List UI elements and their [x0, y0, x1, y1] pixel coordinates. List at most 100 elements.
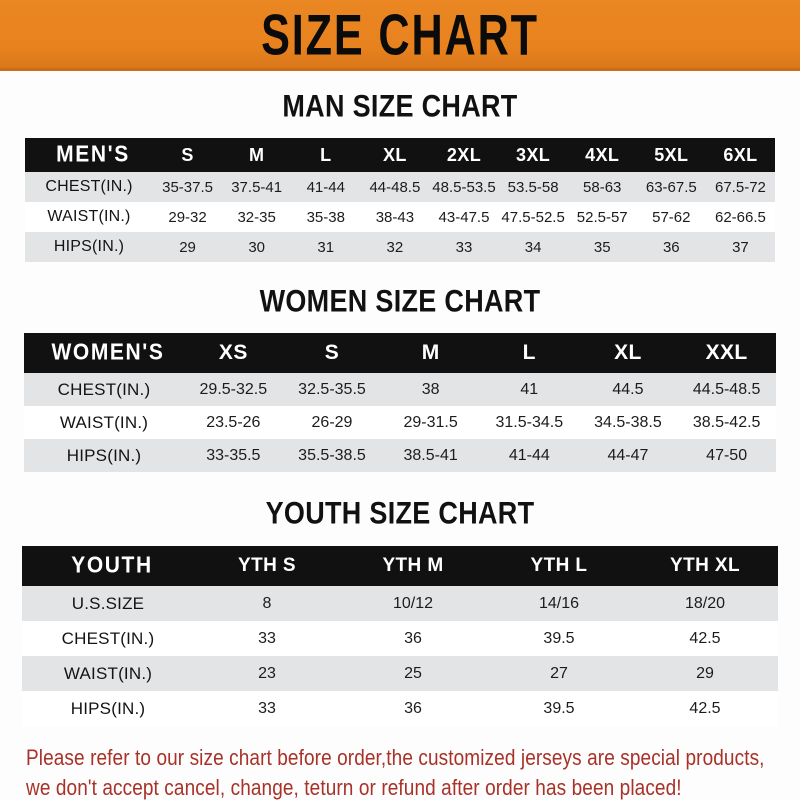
table-cell: 33: [258, 699, 276, 717]
page-title: SIZE CHART: [261, 1, 539, 67]
table-cell: 52.5-57: [576, 208, 628, 226]
table-cell: 38.5-42.5: [692, 413, 761, 431]
table-cell: 32: [386, 238, 404, 256]
table-cell: 47-50: [706, 446, 748, 464]
youth-size-col-2: YTH L: [530, 555, 588, 576]
men-size-table: MEN'S S M L XL 2XL 3XL 4XL 5XL 6XL CHEST…: [25, 138, 775, 262]
table-cell: 33: [455, 238, 473, 256]
youth-row-label-chest: CHEST(IN.): [61, 628, 155, 648]
youth-header-label: YOUTH: [22, 546, 194, 586]
table-cell: 44-48.5: [369, 178, 421, 196]
man-section-title: MAN SIZE CHART: [282, 88, 518, 124]
table-cell: 63-67.5: [645, 178, 697, 196]
table-cell: 44.5-48.5: [692, 380, 761, 398]
table-cell: 58-63: [583, 178, 622, 196]
table-cell: 10/12: [392, 594, 434, 612]
youth-size-col-3: YTH XL: [670, 555, 740, 576]
table-cell: 39.5: [543, 629, 575, 647]
men-table-header-row: MEN'S S M L XL 2XL 3XL 4XL 5XL 6XL: [25, 138, 775, 172]
table-cell: 67.5-72: [715, 178, 766, 196]
table-cell: 43-47.5: [438, 208, 490, 226]
table-row: U.S.SIZE 8 10/12 14/16 18/20: [22, 586, 778, 621]
men-row-label-waist: WAIST(IN.): [47, 208, 131, 225]
women-size-col-4: XL: [614, 341, 642, 364]
table-cell: 30: [248, 238, 265, 256]
men-size-col-8: 6XL: [723, 144, 758, 165]
table-cell: 41-44: [306, 178, 345, 196]
table-cell: 38-43: [375, 208, 415, 226]
women-header-label-text: WOMEN'S: [51, 339, 165, 366]
table-cell: 29.5-32.5: [199, 380, 268, 398]
table-cell: 23: [258, 664, 276, 682]
table-row: CHEST(IN.) 35-37.5 37.5-41 41-44 44-48.5…: [25, 172, 775, 202]
table-cell: 29-31.5: [403, 413, 458, 431]
table-cell: 44-47: [607, 446, 649, 464]
table-cell: 18/20: [684, 594, 726, 612]
table-cell: 48.5-53.5: [432, 178, 496, 196]
table-cell: 36: [404, 699, 422, 717]
table-cell: 8: [262, 594, 272, 612]
youth-section-title: YOUTH SIZE CHART: [265, 495, 535, 531]
table-cell: 32-35: [237, 208, 276, 226]
table-cell: 27: [550, 664, 568, 682]
men-header-label: MEN'S: [25, 138, 153, 172]
footer-disclaimer: Please refer to our size chart before or…: [0, 742, 800, 802]
table-cell: 37.5-41: [231, 178, 283, 196]
women-row-label-waist: WAIST(IN.): [59, 412, 149, 432]
table-cell: 37: [732, 238, 749, 256]
men-size-col-0: S: [181, 144, 194, 165]
table-cell: 29-32: [168, 208, 207, 226]
table-cell: 35-37.5: [162, 178, 213, 196]
men-size-col-4: 2XL: [446, 144, 482, 165]
youth-size-col-0: YTH S: [238, 555, 296, 576]
table-cell: 34: [524, 238, 542, 256]
table-cell: 14/16: [538, 594, 580, 612]
women-section-title: WOMEN SIZE CHART: [259, 283, 541, 319]
table-row: WAIST(IN.) 23 25 27 29: [22, 656, 778, 691]
table-cell: 42.5: [689, 629, 721, 647]
women-row-label-hips: HIPS(IN.): [66, 445, 142, 465]
youth-row-label-hips: HIPS(IN.): [70, 698, 146, 718]
women-size-col-2: M: [421, 341, 440, 364]
table-cell: 53.5-58: [507, 178, 559, 196]
table-cell: 44.5: [612, 380, 644, 398]
table-cell: 36: [404, 629, 422, 647]
table-cell: 35.5-38.5: [298, 446, 366, 464]
women-size-table: WOMEN'S XS S M L XL XXL CHEST(IN.) 29.5-…: [24, 333, 776, 472]
men-row-label-hips: HIPS(IN.): [53, 238, 125, 255]
women-table-header-row: WOMEN'S XS S M L XL XXL: [24, 333, 776, 373]
table-cell: 38: [421, 380, 440, 398]
men-size-col-7: 5XL: [654, 144, 689, 165]
table-cell: 41: [520, 380, 539, 398]
table-cell: 26-29: [311, 413, 353, 431]
table-row: CHEST(IN.) 33 36 39.5 42.5: [22, 621, 778, 656]
table-cell: 38.5-41: [403, 446, 458, 464]
table-row: HIPS(IN.) 33 36 39.5 42.5: [22, 691, 778, 726]
table-row: WAIST(IN.) 29-32 32-35 35-38 38-43 43-47…: [25, 202, 775, 232]
table-cell: 39.5: [543, 699, 575, 717]
table-row: HIPS(IN.) 29 30 31 32 33 34 35 36 37: [25, 232, 775, 262]
youth-size-table: YOUTH YTH S YTH M YTH L YTH XL U.S.SIZE …: [22, 546, 778, 726]
youth-table-header-row: YOUTH YTH S YTH M YTH L YTH XL: [22, 546, 778, 586]
men-size-col-5: 3XL: [515, 144, 551, 165]
table-cell: 23.5-26: [206, 413, 261, 431]
table-cell: 42.5: [689, 699, 721, 717]
women-size-col-5: XXL: [705, 341, 748, 364]
footer-line-2: we don't accept cancel, change, teturn o…: [26, 776, 682, 801]
men-size-col-2: L: [320, 144, 332, 165]
men-size-col-6: 4XL: [585, 144, 620, 165]
table-cell: 31: [317, 238, 335, 256]
women-size-col-0: XS: [218, 341, 248, 364]
men-size-col-1: M: [248, 144, 265, 165]
youth-row-label-waist: WAIST(IN.): [63, 663, 153, 683]
table-cell: 62-66.5: [715, 208, 766, 226]
men-size-col-3: XL: [382, 144, 407, 165]
page-banner: SIZE CHART: [0, 0, 800, 71]
youth-header-label-text: YOUTH: [71, 552, 153, 579]
table-cell: 35-38: [306, 208, 345, 226]
table-row: HIPS(IN.) 33-35.5 35.5-38.5 38.5-41 41-4…: [24, 439, 776, 472]
table-row: CHEST(IN.) 29.5-32.5 32.5-35.5 38 41 44.…: [24, 373, 776, 406]
youth-size-col-1: YTH M: [382, 555, 444, 576]
women-size-col-1: S: [324, 341, 340, 364]
